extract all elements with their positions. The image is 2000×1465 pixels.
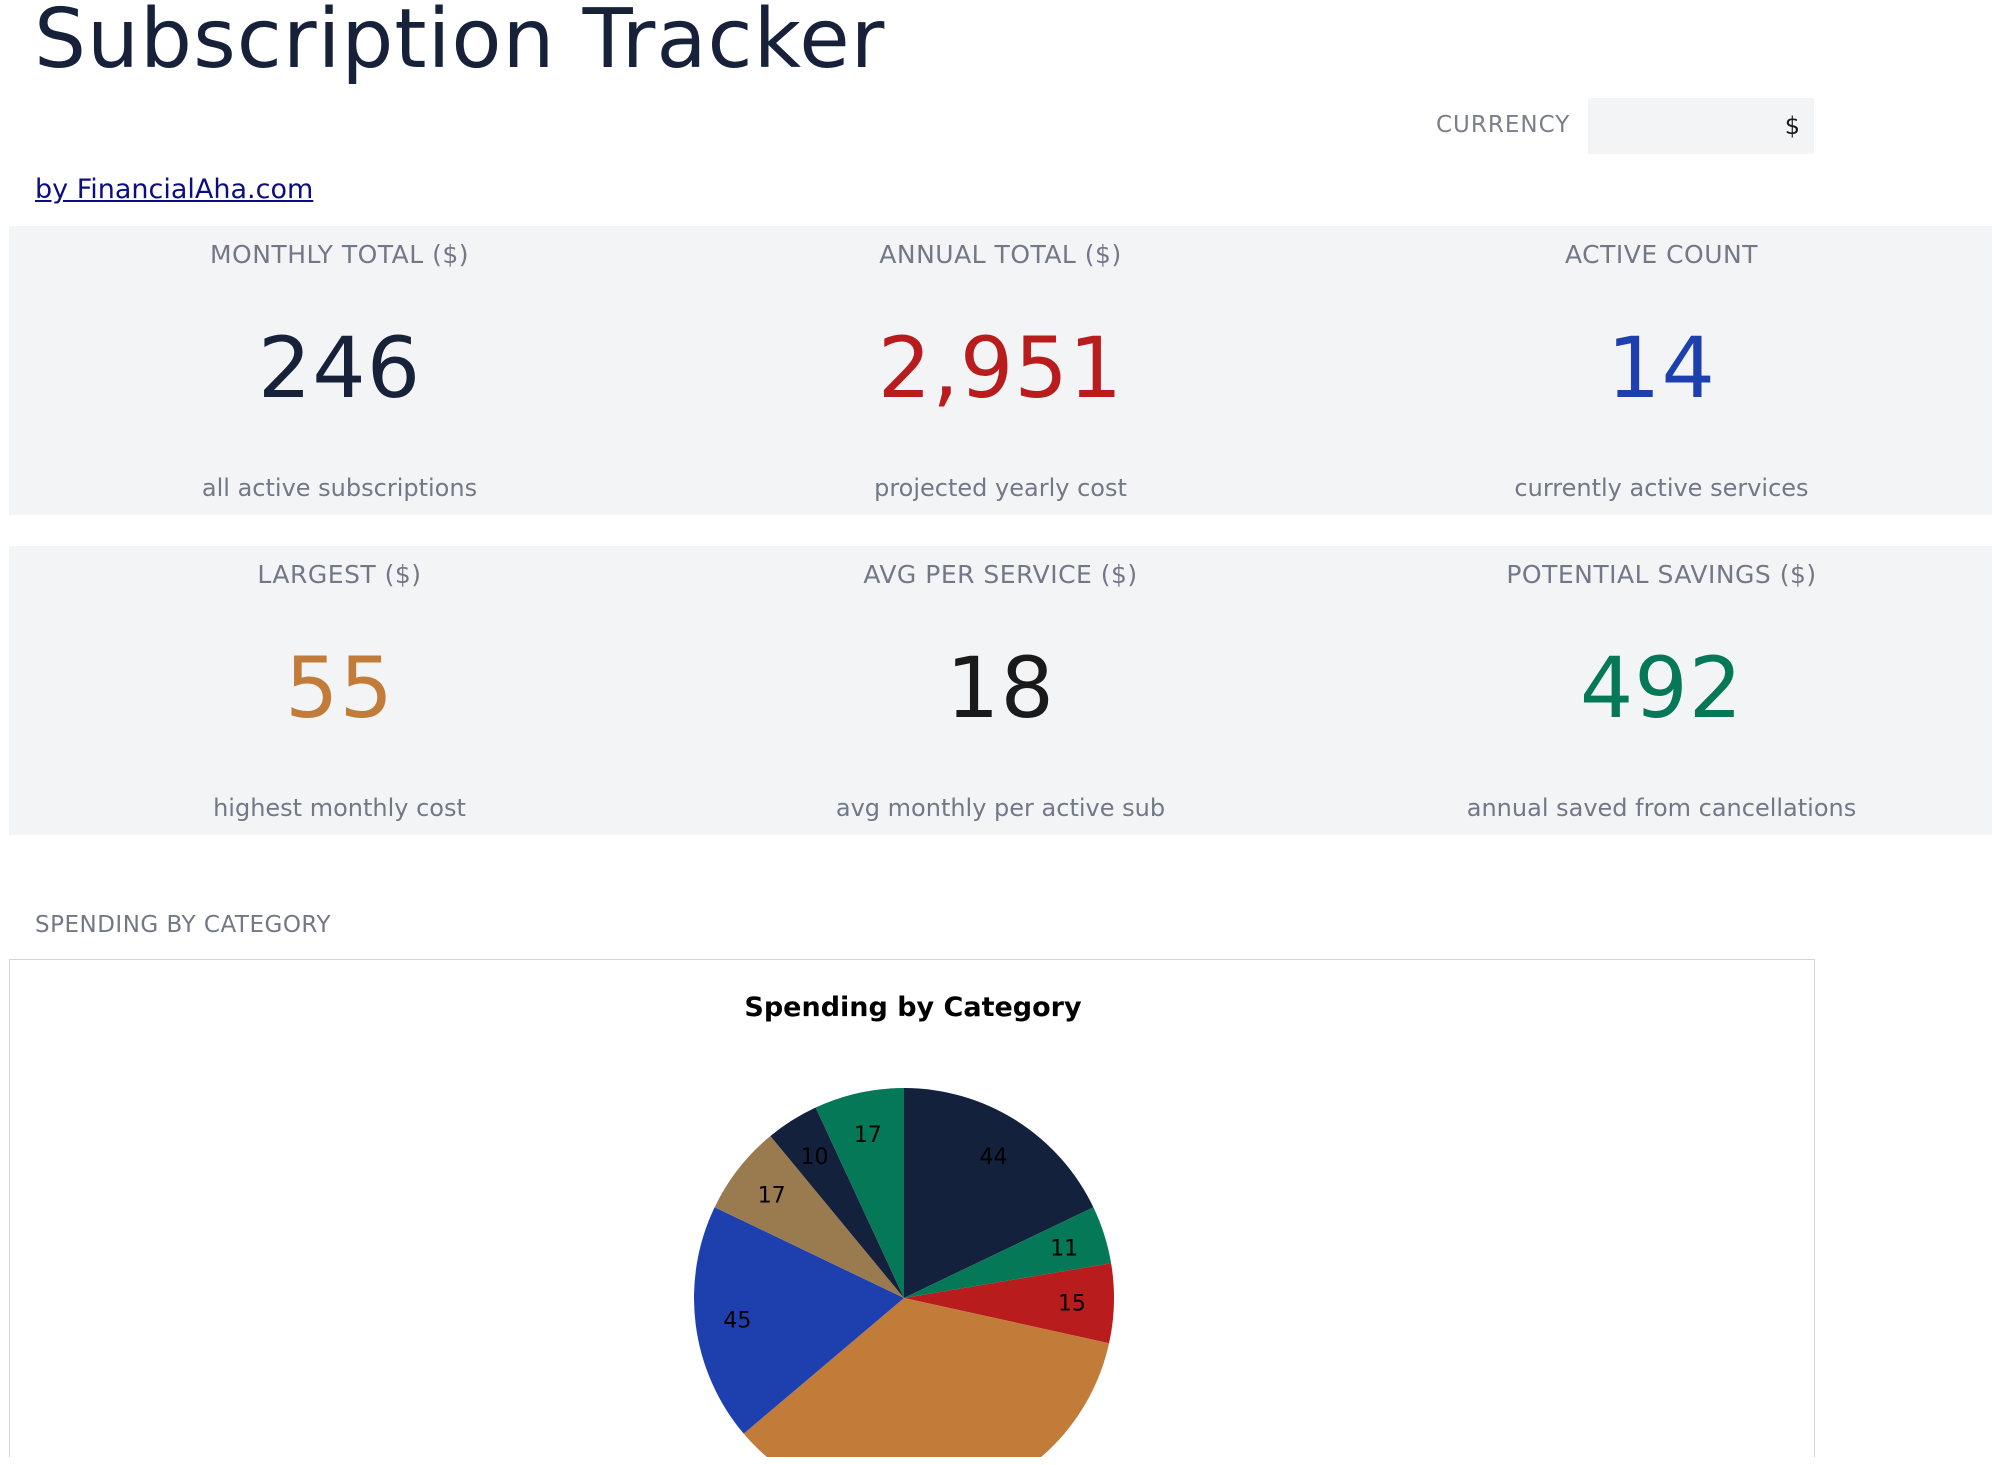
kpi-label: AVG PER SERVICE ($) bbox=[863, 560, 1138, 589]
pie-slice-label: 17 bbox=[758, 1183, 786, 1208]
kpi-avg-per-service: AVG PER SERVICE ($) 18 avg monthly per a… bbox=[670, 546, 1331, 835]
pie-slice bbox=[770, 1107, 904, 1298]
pie-slice bbox=[815, 1088, 904, 1298]
pie-slice-label: 45 bbox=[723, 1308, 751, 1333]
kpi-monthly-total: MONTHLY TOTAL ($) 246 all active subscri… bbox=[9, 226, 670, 515]
kpi-subtitle: currently active services bbox=[1514, 474, 1809, 502]
kpi-value: 492 bbox=[1579, 639, 1744, 737]
kpi-annual-total: ANNUAL TOTAL ($) 2,951 projected yearly … bbox=[670, 226, 1331, 515]
kpi-potential-savings: POTENTIAL SAVINGS ($) 492 annual saved f… bbox=[1331, 546, 1992, 835]
pie-slice bbox=[694, 1207, 904, 1434]
kpi-active-count: ACTIVE COUNT 14 currently active service… bbox=[1331, 226, 1992, 515]
kpi-label: ANNUAL TOTAL ($) bbox=[879, 240, 1122, 269]
kpi-label: ACTIVE COUNT bbox=[1564, 240, 1758, 269]
pie-slice-label: 15 bbox=[1058, 1291, 1086, 1316]
kpi-largest: LARGEST ($) 55 highest monthly cost bbox=[9, 546, 670, 835]
kpi-row-secondary: LARGEST ($) 55 highest monthly cost AVG … bbox=[9, 546, 1992, 835]
kpi-subtitle: annual saved from cancellations bbox=[1466, 794, 1857, 822]
currency-label: CURRENCY bbox=[1436, 112, 1571, 138]
kpi-value: 14 bbox=[1607, 319, 1716, 417]
pie-slice bbox=[904, 1088, 1094, 1298]
kpi-value: 18 bbox=[946, 639, 1055, 737]
chart-title: Spending by Category bbox=[744, 992, 1082, 1023]
kpi-value: 55 bbox=[285, 639, 394, 737]
kpi-value: 246 bbox=[257, 319, 422, 417]
pie-slice-label: 10 bbox=[800, 1145, 828, 1170]
kpi-label: POTENTIAL SAVINGS ($) bbox=[1506, 560, 1817, 589]
pie-slice bbox=[904, 1263, 1114, 1344]
pie-slice bbox=[904, 1207, 1112, 1298]
kpi-row-primary: MONTHLY TOTAL ($) 246 all active subscri… bbox=[9, 226, 1992, 515]
kpi-subtitle: highest monthly cost bbox=[213, 794, 466, 822]
pie-slice-label: 17 bbox=[854, 1123, 882, 1148]
kpi-value: 2,951 bbox=[877, 319, 1124, 417]
byline-link[interactable]: by FinancialAha.com bbox=[35, 174, 314, 205]
page-title: Subscription Tracker bbox=[34, 0, 886, 87]
pie-slice-label: 44 bbox=[980, 1145, 1008, 1170]
kpi-subtitle: avg monthly per active sub bbox=[835, 794, 1166, 822]
kpi-label: LARGEST ($) bbox=[257, 560, 422, 589]
pie-slice bbox=[714, 1135, 904, 1298]
section-label: SPENDING BY CATEGORY bbox=[35, 912, 331, 938]
kpi-subtitle: all active subscriptions bbox=[201, 474, 478, 502]
pie-slice bbox=[743, 1298, 1110, 1457]
currency-input[interactable] bbox=[1588, 98, 1814, 154]
kpi-subtitle: projected yearly cost bbox=[874, 474, 1127, 502]
pie-chart: Spending by Category 44 11 15 45 17 10 17 bbox=[694, 992, 1114, 1457]
kpi-label: MONTHLY TOTAL ($) bbox=[209, 240, 469, 269]
spending-chart: Spending by Category 44 11 15 45 17 10 17 bbox=[9, 959, 1815, 1457]
pie-slice-label: 11 bbox=[1050, 1236, 1078, 1261]
